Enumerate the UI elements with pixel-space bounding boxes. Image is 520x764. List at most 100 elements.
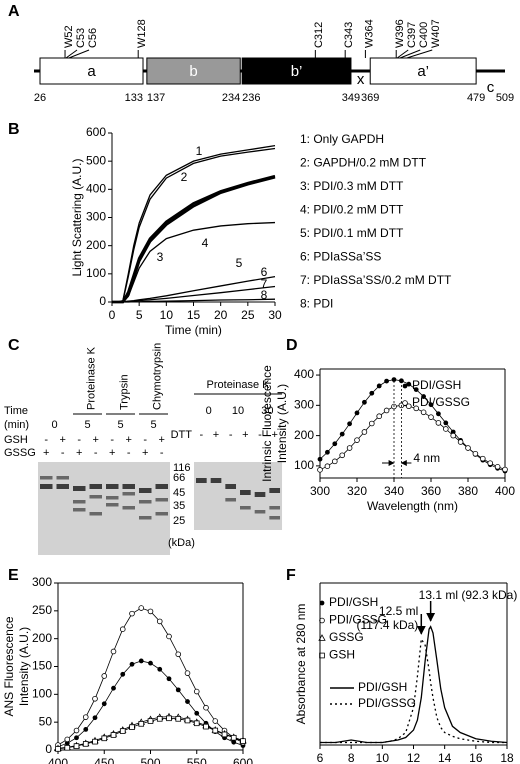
x-tick-label: 0 [109,308,116,322]
y-tick-label: 400 [86,182,106,196]
y-axis-label: Intensity (A.U.) [17,627,31,706]
residue-number: 369 [361,92,379,104]
legend-label: GSH [329,648,355,662]
x-tick-label: 12 [407,751,421,764]
x-tick-label: 550 [187,756,207,764]
linker-name: x [357,71,365,88]
x-tick-label: 30 [268,308,282,322]
data-point [148,660,153,666]
site-tick [396,49,409,59]
y-tick-label: 250 [32,603,52,617]
annotation-text: 4 nm [413,451,440,465]
sign: - [127,447,131,459]
y-tick-label: 400 [294,367,314,381]
curve-label: 1 [196,144,203,158]
gel-band [155,498,168,502]
data-point [383,407,390,414]
legend-marker [402,383,408,389]
site-label: C53 [75,28,87,48]
gel-band [106,484,119,489]
gel-band [240,506,251,510]
data-point [221,731,228,738]
domain-name: b’ [291,63,303,80]
data-point [83,727,89,732]
y-tick-label: 50 [39,714,53,728]
legend-label: PDI/GSSG [412,395,470,409]
gel-band [56,484,69,489]
x-tick-label: 18 [500,751,514,764]
gel-band [73,500,86,504]
sign: - [77,434,81,446]
domain-name: a’ [417,63,429,80]
residue-number: 26 [34,92,46,104]
legend-label: 1: Only GAPDH [300,132,384,146]
legend-label: PDI/GSH [329,595,378,609]
y-tick-label: 500 [86,153,106,167]
data-point [64,736,71,743]
time-label: 0 [51,419,57,431]
data-point [92,695,98,702]
data-point [129,724,135,730]
gel-band [269,516,281,520]
data-point [64,744,71,751]
y-axis-label: Absorbance at 280 nm [294,604,308,725]
y-tick-label: 200 [86,238,106,252]
marker-size: 116 [173,462,191,474]
legend-label: PDI/GSSG [358,696,416,710]
data-point [465,445,471,451]
gel-band [196,478,207,483]
site-label: W128 [136,19,148,48]
time-label: 5 [117,419,123,431]
gel [38,462,170,555]
curve-label: 8 [261,288,268,302]
y-tick-label: 600 [86,125,106,139]
sign: + [242,429,248,441]
gel-band [122,506,135,510]
marker-unit: (kDa) [168,537,195,549]
y-tick-label: 0 [99,294,106,308]
data-point [406,381,412,387]
data-point [92,738,98,745]
series-line [112,147,276,303]
residue-number: 479 [467,92,485,104]
x-tick-label: 6 [317,751,324,764]
y-tick-label: 200 [294,428,314,442]
gel-band [73,508,86,512]
curve-label: 5 [236,256,243,270]
panel-label: A [8,3,20,20]
gel-band [56,476,69,480]
sign: - [143,434,147,446]
data-point [369,390,375,396]
y-tick-label: 150 [32,659,52,673]
enzyme-label: Proteinase K [85,346,97,410]
data-point [368,420,375,427]
legend-label: 7: PDIaSSa’SS/0.2 mM DTT [300,273,452,287]
gel-band [254,492,266,497]
legend-label: 4: PDI/0.2 mM DTT [300,203,404,217]
data-point [64,740,70,746]
domain-box [146,57,241,85]
data-point [129,661,135,667]
data-point [119,728,126,734]
annotation-text: 12.5 ml [379,604,418,618]
data-point [82,714,89,720]
marker-size: 45 [173,487,185,499]
residue-number: 236 [242,92,260,104]
legend-label: GSSG [329,630,364,644]
x-tick-label: 16 [469,751,483,764]
data-point [332,441,338,447]
sign: + [159,434,165,446]
curve-label: 2 [181,170,188,184]
legend-label: PDI/GSH [358,680,407,694]
data-point [240,738,246,744]
site-tick [406,49,433,59]
annotation-text: 13.1 ml (92.3 kDa) [419,588,518,602]
x-axis-label: Time (min) [165,323,222,337]
x-tick-label: 400 [48,756,68,764]
sign: - [110,434,114,446]
data-point [193,688,200,695]
data-point [362,399,367,405]
sign: + [60,434,66,446]
x-tick-label: 10 [160,308,174,322]
